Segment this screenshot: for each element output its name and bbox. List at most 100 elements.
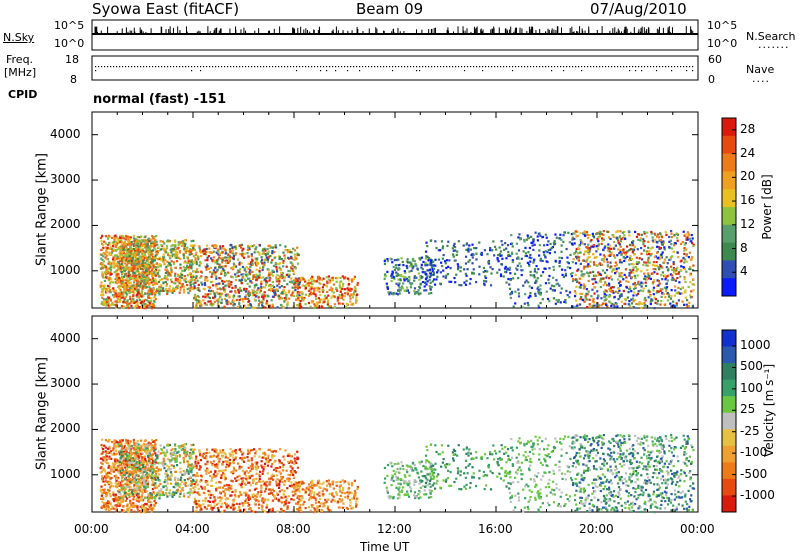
power-pixel (117, 265, 120, 268)
power-pixel (214, 259, 217, 262)
power-pixel (109, 291, 112, 294)
power-pixel (655, 261, 658, 264)
power-pixel (670, 243, 673, 246)
power-pixel (127, 267, 130, 270)
power-pixel (117, 262, 121, 265)
power-pixel (124, 295, 128, 299)
power-pixel (178, 276, 181, 279)
power-pixel (102, 255, 105, 258)
power-pixel (581, 273, 584, 276)
power-pixel (187, 268, 190, 271)
power-pixel (640, 281, 643, 284)
power-pixel (244, 297, 247, 300)
power-pixel (280, 274, 284, 278)
power-pixel (207, 285, 210, 289)
power-pixel (395, 282, 398, 285)
power-pixel (199, 304, 202, 308)
power-pixel (596, 264, 599, 268)
power-pixel (104, 273, 108, 276)
power-pixel (295, 257, 298, 260)
freq-dot (389, 66, 391, 68)
power-pixel (146, 277, 149, 280)
power-pixel (420, 263, 423, 266)
power-pixel (316, 305, 319, 308)
power-pixel (546, 297, 550, 301)
power-pixel (650, 252, 653, 256)
power-pixel (212, 302, 215, 306)
power-pixel (318, 281, 321, 284)
power-pixel (286, 303, 289, 307)
power-pixel (586, 306, 589, 309)
power-pixel (148, 286, 151, 289)
power-pixel (153, 256, 156, 259)
power-pixel (634, 265, 638, 269)
power-pixel (211, 260, 214, 263)
power-pixel (232, 268, 235, 271)
power-pixel (146, 257, 149, 260)
power-pixel (107, 267, 110, 270)
power-pixel (651, 272, 654, 275)
power-pixel (110, 265, 113, 268)
power-pixel (326, 303, 329, 306)
nave-tick-top: 60 (708, 53, 722, 66)
power-pixel (144, 273, 147, 276)
power-pixel (318, 290, 321, 293)
power-pixel (547, 240, 550, 243)
power-pixel (138, 306, 141, 309)
power-pixel (539, 259, 542, 262)
nsky-spikes (94, 26, 694, 34)
power-pixel (527, 235, 530, 239)
power-pixel (602, 248, 605, 252)
power-pixel (653, 296, 656, 299)
power-pixel (328, 288, 331, 292)
power-pixel (169, 264, 172, 267)
power-pixel (285, 306, 289, 309)
velocity-pixel (100, 465, 103, 469)
power-pixel (631, 251, 634, 254)
power-pixel (124, 256, 127, 259)
power-pixel (133, 251, 137, 254)
power-pixel (162, 248, 166, 251)
power-pixel (229, 302, 232, 305)
power-pixel (154, 251, 157, 254)
power-pixel (322, 301, 325, 304)
power-pixel (153, 246, 156, 250)
freq-dot (140, 66, 142, 68)
power-pixel (534, 292, 537, 295)
power-pixel (624, 253, 627, 256)
power-pixel (239, 268, 242, 271)
power-pixel (560, 250, 563, 253)
power-pixel (121, 296, 125, 299)
power-pixel (347, 284, 350, 287)
power-pixel (268, 246, 272, 249)
power-pixel (139, 240, 143, 243)
power-pixel (214, 267, 217, 270)
power-pixel (264, 279, 268, 283)
power-pixel (316, 289, 319, 292)
power-pixel (267, 250, 270, 253)
power-pixel (316, 286, 319, 290)
power-pixel (155, 234, 158, 238)
power-pixel (592, 299, 595, 303)
freq-dot (287, 66, 289, 68)
power-pixel (642, 290, 645, 293)
power-pixel (288, 249, 291, 252)
power-pixel (233, 263, 236, 267)
power-pixel (438, 249, 442, 252)
power-pixel (683, 277, 686, 281)
freq-dot (524, 66, 526, 68)
power-pixel (424, 264, 427, 267)
power-pixel (183, 285, 186, 288)
power-pixel (179, 263, 182, 266)
power-pixel (583, 243, 586, 246)
power-pixel (580, 297, 583, 301)
power-pixel (136, 304, 139, 307)
cpid-label: CPID (8, 88, 38, 101)
power-pixel (127, 252, 130, 255)
power-pixel (175, 287, 178, 291)
power-pixel (435, 246, 438, 250)
power-pixel (267, 268, 270, 271)
power-pixel (536, 277, 539, 280)
power-pixel (413, 290, 416, 293)
power-pixel (629, 287, 632, 291)
